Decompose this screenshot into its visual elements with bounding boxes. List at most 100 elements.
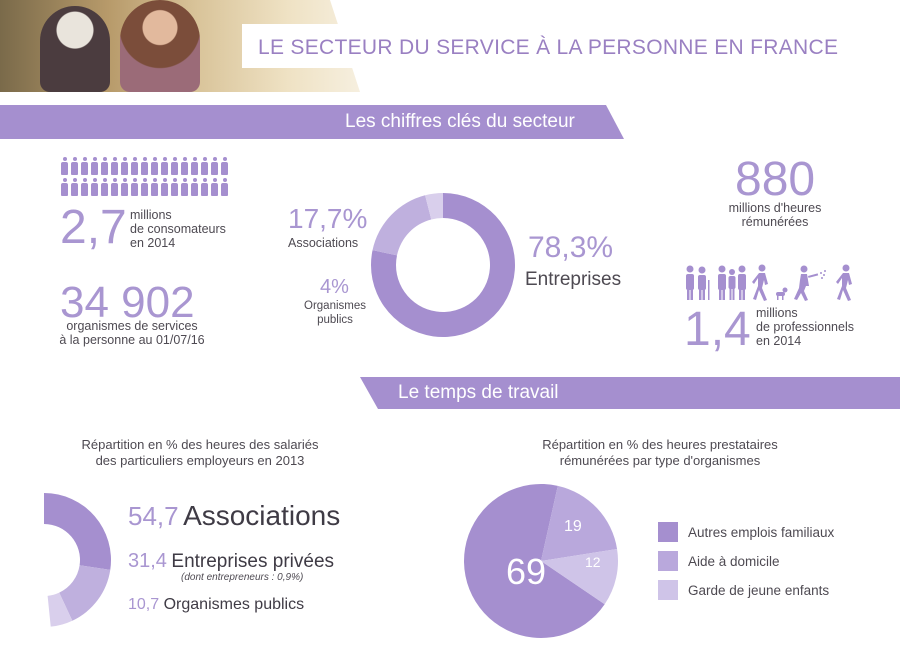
pie-slice-aide-domicile [541, 485, 618, 561]
associations-pct: 54,7 [128, 501, 179, 531]
half-donut-slice-associations [44, 493, 111, 570]
caption-line: à la personne au 01/07/16 [59, 333, 205, 347]
page-title: LE SECTEUR DU SERVICE À LA PERSONNE EN F… [258, 36, 839, 59]
donut-slice-organismes-publics [425, 193, 443, 220]
donut-slice-associations [372, 195, 432, 256]
person-icon [180, 157, 189, 175]
entreprises-value: 78,3% [528, 231, 614, 264]
associations-label: Associations [288, 236, 359, 250]
slice-label: 19 [564, 518, 582, 535]
half-donut-chart [44, 493, 111, 627]
pie-legend: Autres emplois familiaux Aide à domicile… [658, 522, 834, 600]
person-icon [100, 157, 109, 175]
caption-line: millions [756, 306, 798, 320]
person-icon [150, 157, 159, 175]
caption-line: organismes de services [66, 319, 198, 333]
legend-swatch [658, 580, 678, 600]
caption-line: de consomateurs [130, 222, 226, 236]
professionnels-icons [686, 264, 852, 301]
person-icon [110, 157, 119, 175]
dog-walker-icon [776, 287, 788, 300]
gardener-icon [794, 265, 826, 301]
person-icon [60, 157, 69, 175]
person-icon [170, 178, 179, 196]
person-icon [60, 178, 69, 196]
entreprises-label: Entreprises [525, 269, 622, 290]
title-box [242, 24, 816, 68]
person-icon [90, 157, 99, 175]
entreprises-text: Entreprises privées [171, 551, 335, 572]
caption-line: rémunérées [741, 215, 809, 229]
pie-slice-autres-emplois [464, 484, 605, 638]
legend-label: Garde de jeune enfants [688, 582, 830, 598]
donut-slice-entreprises [371, 193, 515, 337]
slice-label: 12 [585, 554, 601, 570]
caption-line: en 2014 [756, 334, 802, 348]
person-icon [160, 178, 169, 196]
legend-swatch [658, 551, 678, 571]
person-icon [90, 178, 99, 196]
legend-item: Aide à domicile [658, 551, 834, 571]
person-icon [220, 178, 229, 196]
caption-line: rémunérées par type d'organismes [559, 453, 761, 468]
person-icon [70, 178, 79, 196]
people-icon [718, 265, 746, 300]
person-icon [210, 178, 219, 196]
young-woman-figure [120, 0, 200, 92]
entreprises-pct: 31,4 [128, 550, 167, 572]
heures-value: 880 [735, 153, 816, 206]
caption-line: Répartition en % des heures des salariés [81, 437, 319, 452]
elderly-woman-figure [40, 6, 110, 92]
section1-band [0, 105, 624, 139]
person-icon [140, 157, 149, 175]
legend-label: Autres emplois familiaux [688, 524, 835, 540]
walking-person-icon [836, 264, 852, 301]
person-icon [180, 178, 189, 196]
person-icon [70, 157, 79, 175]
consommateurs-caption: millions de consomateurs en 2014 [130, 208, 226, 250]
person-icon [80, 157, 89, 175]
slice-label: 69 [506, 551, 546, 592]
section2-title: Le temps de travail [398, 382, 559, 403]
organismes-value: 34 902 [60, 278, 195, 327]
legend-organismes: 10,7 Organismes publics [128, 596, 304, 614]
professionnels-caption: millions de professionnels en 2014 [756, 306, 854, 348]
organismes-pct: 10,7 [128, 596, 160, 613]
person-icon [140, 178, 149, 196]
person-icon [80, 178, 89, 196]
label-line: publics [317, 314, 353, 326]
heures-caption: millions d'heures rémunérées [700, 201, 850, 229]
professionnels-value: 1,4 [684, 303, 751, 356]
organismes-caption: organismes de services à la personne au … [52, 319, 212, 347]
section2-band [360, 377, 900, 409]
associations-value: 17,7% [288, 203, 368, 234]
entreprises-note: (dont entrepreneurs : 0,9%) [181, 572, 304, 583]
person-icon [190, 178, 199, 196]
person-icon [220, 157, 229, 175]
organismes-text: Organismes publics [163, 596, 305, 613]
donut-chart-secteur [371, 193, 515, 337]
caption-line: millions [130, 208, 172, 222]
person-icon [160, 157, 169, 175]
caption-line: de professionnels [756, 320, 854, 334]
legend-associations: 54,7 Associations [128, 500, 340, 532]
person-icon [190, 157, 199, 175]
person-icon [210, 157, 219, 175]
elderly-care-icon [686, 265, 710, 300]
people-icon-grid [60, 157, 229, 196]
associations-text: Associations [183, 500, 341, 531]
chart-right-caption: Répartition en % des heures prestataires… [500, 437, 820, 469]
chart-left-caption: Répartition en % des heures des salariés… [40, 437, 360, 469]
person-icon [130, 178, 139, 196]
caption-line: en 2014 [130, 236, 176, 250]
person-icon [110, 178, 119, 196]
person-icon [150, 178, 159, 196]
legend-entreprises: 31,4 Entreprises privées [128, 550, 334, 573]
organismes-publics-value: 4% [320, 276, 349, 298]
people-icon-row [60, 157, 229, 175]
section1-title: Les chiffres clés du secteur [345, 111, 575, 132]
half-donut-slice-entreprises [59, 565, 111, 621]
legend-swatch [658, 522, 678, 542]
consommateurs-value: 2,7 [60, 201, 127, 254]
person-icon [200, 157, 209, 175]
